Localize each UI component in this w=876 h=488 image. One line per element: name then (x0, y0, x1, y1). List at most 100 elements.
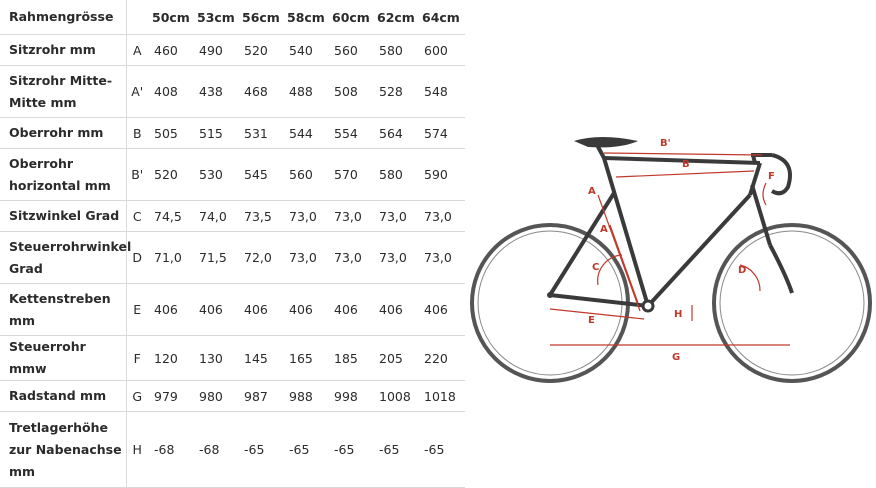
table-cell: 570 (328, 148, 373, 201)
table-cell: 460 (148, 34, 193, 66)
row-label: Kettenstreben mm (0, 283, 127, 336)
table-cell: -65 (373, 411, 418, 488)
bottom-bracket (641, 299, 655, 313)
size-header: 58cm (283, 0, 328, 35)
table-cell: 488 (283, 65, 328, 118)
table-cell: 406 (283, 283, 328, 336)
table-cell: 560 (283, 148, 328, 201)
row-label: Oberrohr horizontal mm (0, 148, 127, 201)
table-cell: 408 (148, 65, 193, 118)
header-label: Rahmengrösse (0, 0, 127, 35)
dimension-code: B (126, 117, 148, 149)
size-header: 62cm (373, 0, 418, 35)
table-cell: 560 (328, 34, 373, 66)
row-label: Steuerrohr mmw (0, 335, 127, 381)
table-cell: -68 (193, 411, 238, 488)
table-cell: 544 (283, 117, 328, 149)
table-cell: 530 (193, 148, 238, 201)
table-cell: 515 (193, 117, 238, 149)
table-cell: 130 (193, 335, 238, 381)
table-cell: 548 (418, 65, 465, 118)
table-cell: 73,0 (373, 231, 418, 284)
size-header: 53cm (193, 0, 238, 35)
dim-label-c: C (592, 262, 599, 273)
table-row: Oberrohr horizontal mm B' 520 530 545 560 570 58… (0, 148, 465, 201)
table-cell: 1018 (418, 380, 465, 412)
saddle (574, 137, 638, 148)
table-cell: -65 (283, 411, 328, 488)
table-cell: 987 (238, 380, 283, 412)
table-cell: -65 (328, 411, 373, 488)
dim-label-h: H (674, 309, 682, 320)
table-cell: 540 (283, 34, 328, 66)
table-cell: 74,0 (193, 200, 238, 232)
bike-frame (548, 142, 794, 308)
table-cell: 165 (283, 335, 328, 381)
dim-label-d: D (738, 265, 746, 276)
header-row: Rahmengrösse 50cm 53cm 56cm 58cm 60cm 62… (0, 0, 465, 35)
size-header: 50cm (148, 0, 193, 35)
table-cell: 531 (238, 117, 283, 149)
table-cell: 979 (148, 380, 193, 412)
table-cell: 73,0 (418, 200, 465, 232)
dim-label-a-prime: A' (600, 224, 611, 235)
table-cell: 554 (328, 117, 373, 149)
table-row: Steuerrohrwinkel Grad D 71,0 71,5 72,0 73,0 73,… (0, 231, 465, 284)
table-row: Sitzwinkel Grad C 74,5 74,0 73,5 73,0 73,0 73,0… (0, 200, 465, 232)
dim-label-a: A (588, 186, 596, 197)
table-cell: 73,0 (328, 231, 373, 284)
table-cell: 508 (328, 65, 373, 118)
table-cell: 406 (148, 283, 193, 336)
table-cell: -65 (238, 411, 283, 488)
table-cell: 205 (373, 335, 418, 381)
table-cell: 71,5 (193, 231, 238, 284)
dim-label-b-prime: B' (660, 138, 671, 149)
bike-geometry-diagram: B' B A A' C D E F G H (470, 137, 872, 383)
table-cell: 73,0 (283, 200, 328, 232)
table-row: Steuerrohr mmw F 120 130 145 165 185 205 220 (0, 335, 465, 381)
row-label: Radstand mm (0, 380, 127, 412)
table-cell: 438 (193, 65, 238, 118)
table-row: Kettenstreben mm E 406 406 406 406 406 406 406 (0, 283, 465, 336)
table-row: Tretlagerhöhe zur Nabenachse mm H -68 -68 -65-… (0, 411, 465, 488)
table-cell: 988 (283, 380, 328, 412)
table-cell: -68 (148, 411, 193, 488)
dimension-code: H (126, 411, 148, 488)
dimension-code: A' (126, 65, 148, 118)
table-cell: 490 (193, 34, 238, 66)
dimension-code: D (126, 231, 148, 284)
table-cell: 406 (373, 283, 418, 336)
size-header: 60cm (328, 0, 373, 35)
table-cell: 406 (238, 283, 283, 336)
row-label: Sitzrohr mm (0, 34, 127, 66)
dim-label-g: G (672, 352, 680, 363)
table-cell: 145 (238, 335, 283, 381)
dim-label-b: B (682, 159, 690, 170)
geometry-table: Rahmengrösse 50cm 53cm 56cm 58cm 60cm 62… (0, 0, 465, 488)
table-cell: 580 (373, 34, 418, 66)
table-cell: 72,0 (238, 231, 283, 284)
table-cell: 505 (148, 117, 193, 149)
row-label: Steuerrohrwinkel Grad (0, 231, 131, 284)
table-cell: 580 (373, 148, 418, 201)
table-cell: 406 (328, 283, 373, 336)
table-cell: 998 (328, 380, 373, 412)
table-row: Sitzrohr mm A 460 490 520 540 560 580 600 (0, 34, 465, 66)
row-label: Tretlagerhöhe zur Nabenachse mm (0, 411, 127, 488)
table-row: Radstand mm G 979 980 987 988 998 1008 1018 (0, 380, 465, 412)
table-cell: 980 (193, 380, 238, 412)
dim-label-e: E (588, 315, 595, 326)
table-cell: 600 (418, 34, 465, 66)
table-cell: 185 (328, 335, 373, 381)
dimension-code: B' (126, 148, 148, 201)
table-cell: 73,5 (238, 200, 283, 232)
table-cell: 520 (238, 34, 283, 66)
table-cell: 468 (238, 65, 283, 118)
size-header: 64cm (418, 0, 465, 35)
size-header: 56cm (238, 0, 283, 35)
table-cell: 520 (148, 148, 193, 201)
row-label: Oberrohr mm (0, 117, 127, 149)
measurement-lines (549, 152, 790, 346)
table-cell: 574 (418, 117, 465, 149)
row-label: Sitzwinkel Grad (0, 200, 127, 232)
